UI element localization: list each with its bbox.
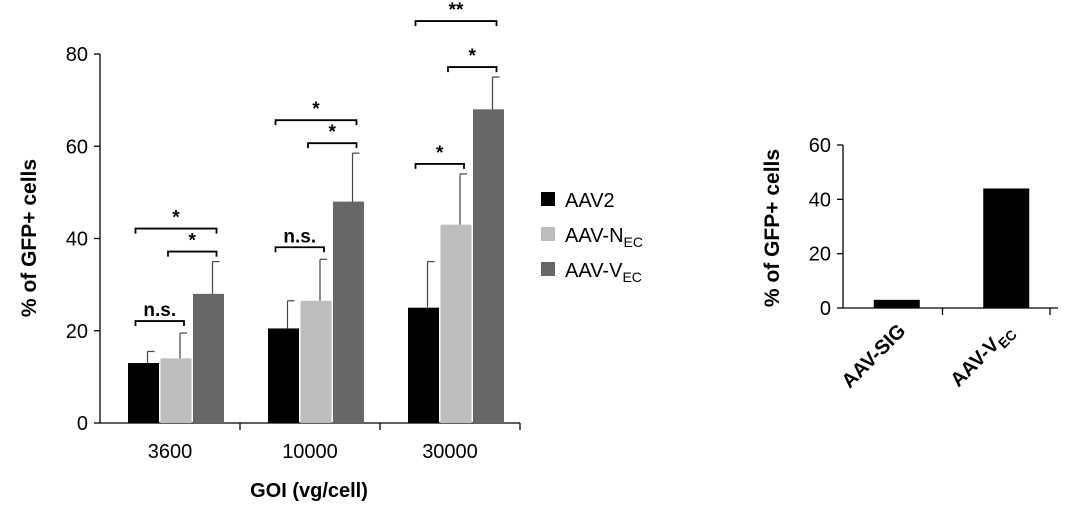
significance-label: * — [469, 46, 477, 67]
significance-label: * — [312, 99, 320, 120]
significance-bracket — [414, 20, 498, 27]
bar-AAV2-30000 — [408, 307, 439, 423]
grouped-bar-chart: % of GFP+ cells GOI (vg/cell) 0 20 40 60 80 3… — [18, 0, 643, 502]
significance-label: * — [189, 231, 197, 252]
legend-label-AAV-VEC-main: AAV-V — [565, 260, 623, 282]
x-tick-label: 30000 — [422, 441, 478, 463]
significance-bracket — [274, 246, 325, 253]
y-tick-label: 40 — [809, 189, 831, 211]
significance-brackets: n.s.**n.s.****** — [134, 0, 498, 327]
error-bars — [146, 76, 500, 364]
bar-AAV-NEC-10000 — [300, 300, 332, 423]
axes: 0 20 40 60 — [809, 135, 1058, 320]
simple-bar-chart: % of GFP+ cells 0 20 40 60 AAV-SIG AAV-VEC — [761, 135, 1058, 394]
significance-label: ** — [449, 0, 464, 21]
x-tick-label: 10000 — [282, 441, 338, 463]
significance-label: n.s. — [143, 300, 176, 321]
significance-bracket — [414, 163, 465, 169]
legend-label-AAV-NEC-main: AAV-N — [565, 225, 624, 247]
significance-bracket — [134, 227, 218, 234]
legend-label-AAV-NEC-sub: EC — [624, 234, 643, 250]
y-tick-label: 80 — [66, 44, 88, 66]
legend-swatch-AAV-VEC — [541, 262, 555, 276]
x-tick-label: 3600 — [148, 441, 193, 463]
y-tick-label: 0 — [77, 413, 88, 435]
bar-AAV-VEC-3600 — [193, 293, 224, 423]
bars — [873, 188, 1030, 308]
legend-label-AAV2: AAV2 — [565, 190, 615, 212]
bar-AAV2-3600 — [128, 363, 159, 423]
y-tick-label: 20 — [809, 244, 831, 266]
significance-bracket — [307, 142, 358, 149]
significance-label: * — [329, 122, 337, 143]
legend-label-AAV2-main: AAV2 — [565, 190, 615, 212]
bar-AAV-VEC-30000 — [473, 109, 504, 423]
bar-AAV-VEC-10000 — [333, 201, 364, 423]
legend-label-AAV-VEC: AAV-VEC — [565, 260, 642, 285]
significance-bracket — [447, 66, 498, 73]
y-axis-label: % of GFP+ cells — [18, 159, 41, 317]
legend-label-AAV-NEC: AAV-NEC — [565, 225, 643, 250]
significance-bracket — [274, 119, 358, 126]
y-tick-label: 40 — [66, 229, 88, 251]
bars — [128, 109, 504, 423]
category-labels: AAV-SIG AAV-VEC — [838, 320, 1020, 394]
significance-bracket — [167, 250, 218, 257]
y-tick-label: 0 — [820, 298, 831, 320]
category-label-AAV-VEC: AAV-VEC — [946, 320, 1020, 394]
bar-AAV-VEC — [983, 188, 1030, 308]
x-axis-label: GOI (vg/cell) — [250, 480, 368, 502]
bar-AAV-SIG — [873, 299, 920, 308]
significance-label: n.s. — [283, 226, 316, 247]
legend-swatch-AAV2 — [541, 192, 555, 206]
bar-AAV-NEC-30000 — [440, 224, 472, 423]
y-tick-label: 60 — [809, 135, 831, 157]
bar-AAV2-10000 — [268, 328, 299, 423]
axes: 0 20 40 60 80 3600 10000 30000 — [66, 44, 521, 463]
y-tick-label: 60 — [66, 136, 88, 158]
significance-bracket — [134, 320, 185, 327]
legend-label-AAV-VEC-sub: EC — [622, 269, 641, 285]
category-label-AAV-SIG: AAV-SIG — [838, 320, 911, 393]
y-axis-label: % of GFP+ cells — [761, 149, 784, 307]
category-label-AAV-SIG-main: AAV-SIG — [838, 320, 911, 393]
y-tick-label: 20 — [66, 321, 88, 343]
significance-label: * — [172, 208, 180, 229]
bar-AAV-NEC-3600 — [160, 358, 192, 423]
significance-label: * — [436, 143, 444, 164]
legend-swatch-AAV-NEC — [541, 227, 555, 241]
